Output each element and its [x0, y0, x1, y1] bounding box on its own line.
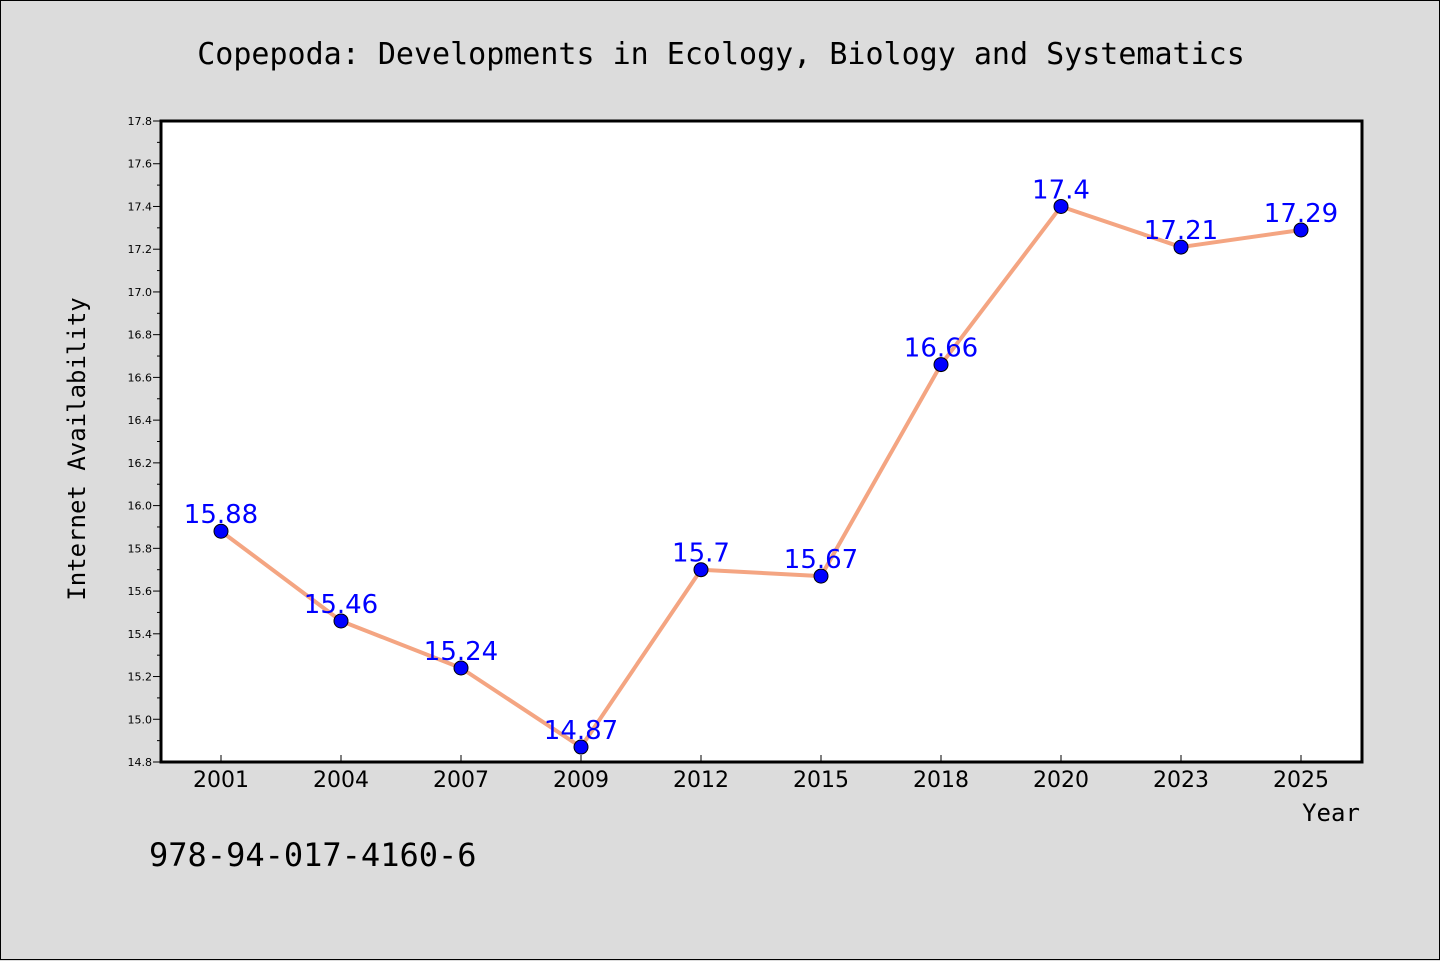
y-tick-label: 17.6 [128, 158, 153, 171]
data-label: 17.4 [1032, 175, 1090, 205]
data-labels-layer: 15.88 15.46 15.24 14.87 15.7 15.67 16.66 17.4 17… [184, 175, 1338, 746]
data-label: 15.88 [184, 500, 258, 530]
x-tick-label: 2004 [313, 768, 369, 793]
y-tick-label: 16.8 [128, 329, 153, 342]
data-point-marker [213, 523, 229, 539]
y-tick-label: 17.2 [128, 243, 153, 256]
x-tick-label: 2007 [433, 768, 489, 793]
y-tick-label: 15.2 [128, 671, 153, 684]
x-tick-label: 2012 [673, 768, 729, 793]
chart-title: Copepoda: Developments in Ecology, Biolo… [197, 37, 1245, 72]
x-tick-label: 2018 [913, 768, 969, 793]
y-tick-label: 16.6 [128, 371, 153, 384]
data-point-marker [933, 357, 949, 373]
y-tick-label: 17.0 [128, 286, 153, 299]
x-tick-label: 2015 [793, 768, 849, 793]
data-label: 14.87 [544, 716, 618, 746]
y-tick-label: 17.4 [128, 200, 153, 213]
data-label: 17.29 [1264, 199, 1338, 229]
x-axis-ticks: 2001 2004 2007 2009 2012 2015 2018 2020 2023 2025 [193, 755, 1329, 793]
data-point-marker [693, 562, 709, 578]
y-tick-label: 17.8 [128, 115, 153, 128]
data-point-marker [813, 568, 829, 584]
data-label: 15.7 [672, 539, 730, 569]
data-point-marker [453, 660, 469, 676]
y-tick-label: 15.0 [128, 713, 153, 726]
x-tick-label: 2001 [193, 768, 249, 793]
series-layer [213, 198, 1309, 755]
y-tick-label: 16.0 [128, 500, 153, 513]
x-axis-label: Year [1302, 799, 1360, 827]
data-point-marker [573, 739, 589, 755]
y-tick-label: 16.4 [128, 414, 153, 427]
data-label: 15.67 [784, 545, 858, 575]
series-line [219, 204, 1302, 750]
x-tick-label: 2020 [1033, 768, 1089, 793]
y-axis-ticks: 14.8 15.0 15.2 15.4 15.6 15.8 16.0 16.2 16.4 16.6… [128, 115, 161, 769]
data-point-marker [1293, 222, 1309, 238]
y-tick-label: 15.6 [128, 585, 153, 598]
data-label: 15.46 [304, 590, 378, 620]
isbn-text: 978-94-017-4160-6 [149, 836, 477, 874]
plot-area [161, 121, 1362, 762]
x-tick-label: 2009 [553, 768, 609, 793]
y-axis-label: Internet Availability [63, 297, 91, 600]
data-label: 17.21 [1144, 216, 1218, 246]
data-label: 16.66 [904, 334, 978, 364]
data-point-marker [1053, 198, 1069, 214]
y-tick-label: 14.8 [128, 756, 153, 769]
x-tick-label: 2025 [1273, 768, 1329, 793]
data-label: 15.24 [424, 637, 498, 667]
x-tick-label: 2023 [1153, 768, 1209, 793]
y-tick-label: 15.4 [128, 628, 153, 641]
y-tick-label: 16.2 [128, 457, 153, 470]
data-point-marker [333, 613, 349, 629]
data-point-marker [1173, 239, 1189, 255]
plot-frame [159, 119, 1364, 764]
y-tick-label: 15.8 [128, 542, 153, 555]
